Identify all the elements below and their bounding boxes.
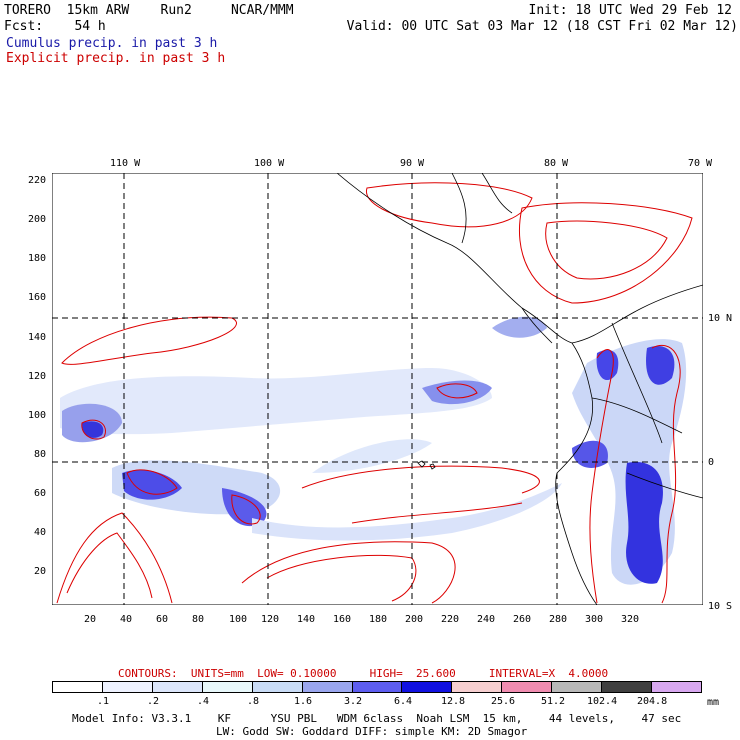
lon-label: 90 W <box>400 158 425 169</box>
x-tick: 120 <box>261 614 280 625</box>
scale-cell <box>252 682 303 692</box>
precip-map <box>52 173 703 605</box>
coastlines <box>336 173 703 605</box>
x-tick: 80 <box>192 614 205 625</box>
scale-cell <box>652 682 701 692</box>
scale-label: 3.2 <box>344 696 363 707</box>
lat-lon-grid <box>52 173 703 605</box>
y-tick: 220 <box>28 175 47 186</box>
x-tick: 60 <box>156 614 169 625</box>
scale-label: 6.4 <box>394 696 413 707</box>
contours-info: CONTOURS: UNITS=mm LOW= 0.10000 HIGH= 25… <box>118 667 609 680</box>
y-tick: 120 <box>28 371 47 382</box>
scale-cell <box>302 682 353 692</box>
scale-label: .8 <box>247 696 260 707</box>
forecast-hour: Fcst: 54 h <box>4 19 106 34</box>
x-tick: 160 <box>333 614 352 625</box>
y-tick: 200 <box>28 214 47 225</box>
model-title: TORERO 15km ARW Run2 NCAR/MMM <box>4 3 294 18</box>
lon-label: 110 W <box>110 158 141 169</box>
x-tick: 260 <box>513 614 532 625</box>
cumulus-legend: Cumulus precip. in past 3 h <box>6 36 218 51</box>
x-tick: 220 <box>441 614 460 625</box>
scale-cell <box>152 682 203 692</box>
x-tick: 40 <box>120 614 133 625</box>
lat-label: 10 N <box>708 313 733 324</box>
cumulus-precip-shading <box>60 316 687 585</box>
physics-info: LW: Godd SW: Goddard DIFF: simple KM: 2D… <box>216 725 528 738</box>
y-tick: 140 <box>28 332 47 343</box>
scale-label: 51.2 <box>541 696 566 707</box>
x-tick: 140 <box>297 614 316 625</box>
scale-label: 1.6 <box>294 696 313 707</box>
x-tick: 320 <box>621 614 640 625</box>
scale-label: .1 <box>97 696 110 707</box>
scale-label: 25.6 <box>491 696 516 707</box>
y-tick: 60 <box>34 488 47 499</box>
scale-cell <box>402 682 453 692</box>
y-tick: 180 <box>28 253 47 264</box>
y-tick: 100 <box>28 410 47 421</box>
scale-cell <box>502 682 553 692</box>
lon-label: 70 W <box>688 158 713 169</box>
scale-label: 12.8 <box>441 696 466 707</box>
y-tick: 40 <box>34 527 47 538</box>
scale-label: .2 <box>147 696 160 707</box>
scale-label: 102.4 <box>587 696 618 707</box>
scale-cell <box>552 682 603 692</box>
y-tick: 80 <box>34 449 47 460</box>
scale-cell <box>102 682 153 692</box>
valid-time: Valid: 00 UTC Sat 03 Mar 12 (18 CST Fri … <box>346 19 738 34</box>
lon-label: 100 W <box>254 158 285 169</box>
x-tick: 280 <box>549 614 568 625</box>
y-tick: 20 <box>34 566 47 577</box>
lat-label: 0 <box>708 457 715 468</box>
scale-cell <box>352 682 403 692</box>
x-tick: 20 <box>84 614 97 625</box>
scale-cell <box>452 682 503 692</box>
explicit-precip-contours <box>56 182 693 604</box>
scale-unit: mm <box>707 697 720 708</box>
color-scale <box>52 681 702 693</box>
lat-label: 10 S <box>708 601 733 612</box>
explicit-legend: Explicit precip. in past 3 h <box>6 51 226 66</box>
init-time: Init: 18 UTC Wed 29 Feb 12 <box>528 3 733 18</box>
model-info: Model Info: V3.3.1 KF YSU PBL WDM 6class… <box>72 712 682 725</box>
x-tick: 180 <box>369 614 388 625</box>
scale-cell <box>53 682 103 692</box>
y-tick: 160 <box>28 292 47 303</box>
lon-label: 80 W <box>544 158 569 169</box>
scale-cell <box>602 682 653 692</box>
x-tick: 300 <box>585 614 604 625</box>
x-tick: 100 <box>229 614 248 625</box>
scale-label: 204.8 <box>637 696 668 707</box>
scale-label: .4 <box>197 696 210 707</box>
scale-cell <box>202 682 253 692</box>
x-tick: 200 <box>405 614 424 625</box>
x-tick: 240 <box>477 614 496 625</box>
